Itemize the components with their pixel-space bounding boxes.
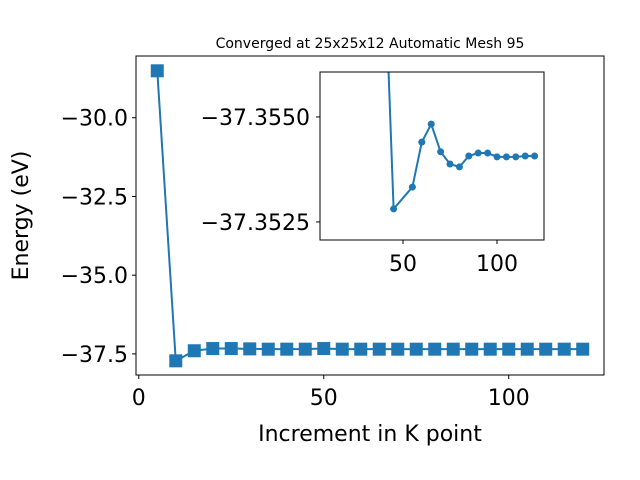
marker bbox=[531, 152, 539, 160]
axes-frame bbox=[319, 71, 545, 241]
axes: 50 100 −37.3550 −37.3525 bbox=[201, 71, 545, 277]
y-tick-label: −35.0 bbox=[61, 264, 128, 289]
chart-title: Converged at 25x25x12 Automatic Mesh 95 bbox=[216, 36, 525, 52]
marker bbox=[539, 342, 553, 356]
series-line bbox=[387, 72, 535, 212]
marker bbox=[187, 344, 201, 358]
marker bbox=[474, 149, 482, 157]
marker bbox=[437, 148, 445, 156]
x-tick-label: 0 bbox=[132, 386, 146, 411]
marker bbox=[465, 342, 479, 356]
marker bbox=[261, 342, 275, 356]
y-tick-label: −30.0 bbox=[61, 107, 128, 132]
marker bbox=[484, 149, 492, 157]
marker bbox=[576, 342, 590, 356]
marker bbox=[150, 64, 164, 78]
marker bbox=[520, 342, 534, 356]
marker bbox=[298, 342, 312, 356]
plot-content bbox=[387, 72, 539, 213]
x-tick-label: 100 bbox=[476, 252, 518, 277]
marker bbox=[483, 342, 497, 356]
marker bbox=[502, 342, 516, 356]
marker bbox=[428, 342, 442, 356]
marker bbox=[390, 205, 398, 213]
marker bbox=[224, 342, 238, 356]
marker bbox=[335, 342, 349, 356]
x-axis-label: Increment in K point bbox=[258, 422, 482, 447]
marker bbox=[317, 342, 331, 356]
marker bbox=[354, 342, 368, 356]
marker bbox=[502, 153, 510, 161]
marker bbox=[409, 342, 423, 356]
marker bbox=[557, 342, 571, 356]
marker bbox=[280, 342, 294, 356]
marker bbox=[446, 342, 460, 356]
y-tick-label: −37.3525 bbox=[201, 211, 310, 236]
marker bbox=[427, 120, 435, 128]
axes-frame bbox=[135, 55, 605, 376]
marker bbox=[455, 163, 463, 171]
y-axis-label: Energy (eV) bbox=[9, 151, 34, 281]
marker bbox=[243, 342, 257, 356]
marker bbox=[418, 138, 426, 146]
marker bbox=[512, 153, 520, 161]
x-tick-label: 50 bbox=[389, 252, 417, 277]
x-tick-label: 50 bbox=[310, 386, 338, 411]
y-tick-label: −37.3550 bbox=[201, 106, 310, 131]
marker bbox=[169, 354, 183, 368]
marker bbox=[446, 160, 454, 168]
marker bbox=[206, 342, 220, 356]
marker bbox=[408, 183, 416, 191]
y-tick-label: −32.5 bbox=[61, 185, 128, 210]
marker bbox=[521, 152, 529, 160]
marker bbox=[493, 153, 501, 161]
x-tick-label: 100 bbox=[488, 386, 530, 411]
marker bbox=[465, 152, 473, 160]
marker bbox=[372, 342, 386, 356]
marker bbox=[391, 342, 405, 356]
y-tick-label: −37.5 bbox=[61, 343, 128, 368]
plot-content bbox=[150, 64, 590, 368]
